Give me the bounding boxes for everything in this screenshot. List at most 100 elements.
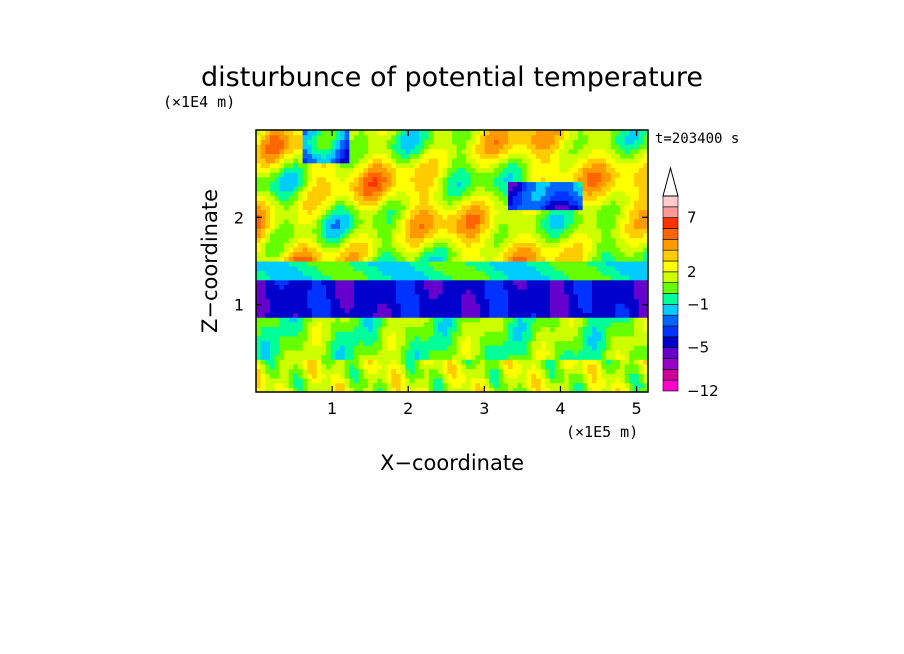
heatmap-cell	[620, 214, 626, 220]
heatmap-cell	[270, 312, 276, 318]
heatmap-cell	[564, 251, 570, 257]
heatmap-cell	[480, 167, 486, 173]
heatmap-cell	[452, 303, 458, 309]
heatmap-cell	[400, 223, 406, 229]
heatmap-cell	[489, 209, 495, 215]
heatmap-cell	[363, 237, 369, 243]
heatmap-cell	[559, 218, 565, 225]
heatmap-cell	[326, 176, 332, 183]
heatmap-cell	[316, 218, 322, 225]
heatmap-cell	[307, 373, 313, 379]
heatmap-cell	[592, 218, 598, 225]
heatmap-cell	[270, 256, 276, 262]
heatmap-cell	[312, 232, 318, 239]
heatmap-cell	[330, 387, 336, 392]
heatmap-cell	[256, 270, 262, 276]
heatmap-cell	[582, 186, 588, 192]
heatmap-cell	[419, 377, 425, 384]
heatmap-cell	[522, 186, 528, 192]
heatmap-cell	[456, 293, 462, 300]
heatmap-cell	[330, 186, 336, 192]
heatmap-cell	[536, 218, 542, 225]
heatmap-cell	[559, 279, 565, 285]
heatmap-cell	[410, 373, 416, 379]
heatmap-cell	[410, 289, 416, 295]
heatmap-cell	[349, 144, 355, 150]
heatmap-cell	[279, 340, 285, 346]
heatmap-cell	[568, 340, 574, 346]
heatmap-cell	[582, 223, 588, 229]
heatmap-cell	[480, 270, 486, 276]
heatmap-cell	[344, 382, 350, 388]
heatmap-cell	[587, 345, 593, 351]
heatmap-cell	[442, 368, 448, 374]
heatmap-cell	[377, 204, 383, 211]
heatmap-cell	[550, 134, 556, 140]
heatmap-cell	[396, 158, 402, 164]
heatmap-cell	[442, 139, 448, 145]
heatmap-cell	[326, 186, 332, 192]
heatmap-cell	[601, 363, 607, 370]
heatmap-cell	[512, 148, 518, 154]
heatmap-cell	[526, 218, 532, 225]
heatmap-cell	[298, 237, 304, 243]
heatmap-cell	[503, 242, 509, 248]
heatmap-cell	[344, 261, 350, 267]
heatmap-cell	[508, 130, 514, 136]
heatmap-cell	[438, 172, 444, 178]
heatmap-cell	[596, 167, 602, 173]
heatmap-cell	[638, 195, 644, 201]
heatmap-cell	[400, 312, 406, 318]
heatmap-cell	[307, 298, 313, 304]
heatmap-cell	[573, 144, 579, 150]
heatmap-cell	[405, 228, 411, 234]
heatmap-cell	[274, 130, 280, 136]
heatmap-cell	[298, 345, 304, 351]
heatmap-cell	[400, 256, 406, 262]
heatmap-cell	[358, 312, 364, 318]
heatmap-cell	[405, 326, 411, 332]
heatmap-cell	[410, 148, 416, 154]
heatmap-cell	[438, 130, 444, 136]
heatmap-cell	[643, 246, 648, 253]
heatmap-cell	[466, 275, 472, 281]
heatmap-cell	[363, 144, 369, 150]
heatmap-cell	[414, 368, 420, 374]
colorbar-tick-label: −5	[687, 339, 709, 357]
heatmap-cell	[629, 223, 635, 229]
heatmap-cell	[274, 326, 280, 332]
heatmap-cell	[587, 162, 593, 169]
heatmap-cell	[582, 284, 588, 290]
heatmap-cell	[354, 340, 360, 346]
heatmap-cell	[498, 265, 504, 271]
heatmap-cell	[559, 186, 565, 192]
heatmap-cell	[349, 303, 355, 309]
heatmap-cell	[466, 354, 472, 360]
heatmap-cell	[601, 298, 607, 304]
heatmap-cell	[312, 307, 318, 314]
heatmap-cell	[274, 382, 280, 388]
heatmap-cell	[298, 284, 304, 290]
heatmap-cell	[610, 275, 616, 281]
heatmap-cell	[274, 167, 280, 173]
heatmap-cell	[293, 195, 299, 201]
heatmap-cell	[536, 172, 542, 178]
heatmap-cell	[568, 331, 574, 337]
heatmap-cell	[335, 200, 341, 206]
heatmap-cell	[442, 204, 448, 211]
heatmap-cell	[508, 349, 514, 356]
heatmap-cell	[447, 303, 453, 309]
heatmap-cell	[452, 317, 458, 323]
heatmap-cell	[330, 228, 336, 234]
heatmap-cell	[265, 340, 271, 346]
heatmap-cell	[592, 373, 598, 379]
heatmap-cell	[601, 144, 607, 150]
heatmap-cell	[452, 359, 458, 365]
heatmap-cell	[442, 223, 448, 229]
heatmap-cell	[629, 289, 635, 295]
heatmap-cell	[508, 275, 514, 281]
heatmap-cell	[428, 303, 434, 309]
heatmap-cell	[503, 275, 509, 281]
heatmap-cell	[615, 312, 621, 318]
heatmap-cell	[256, 382, 262, 388]
